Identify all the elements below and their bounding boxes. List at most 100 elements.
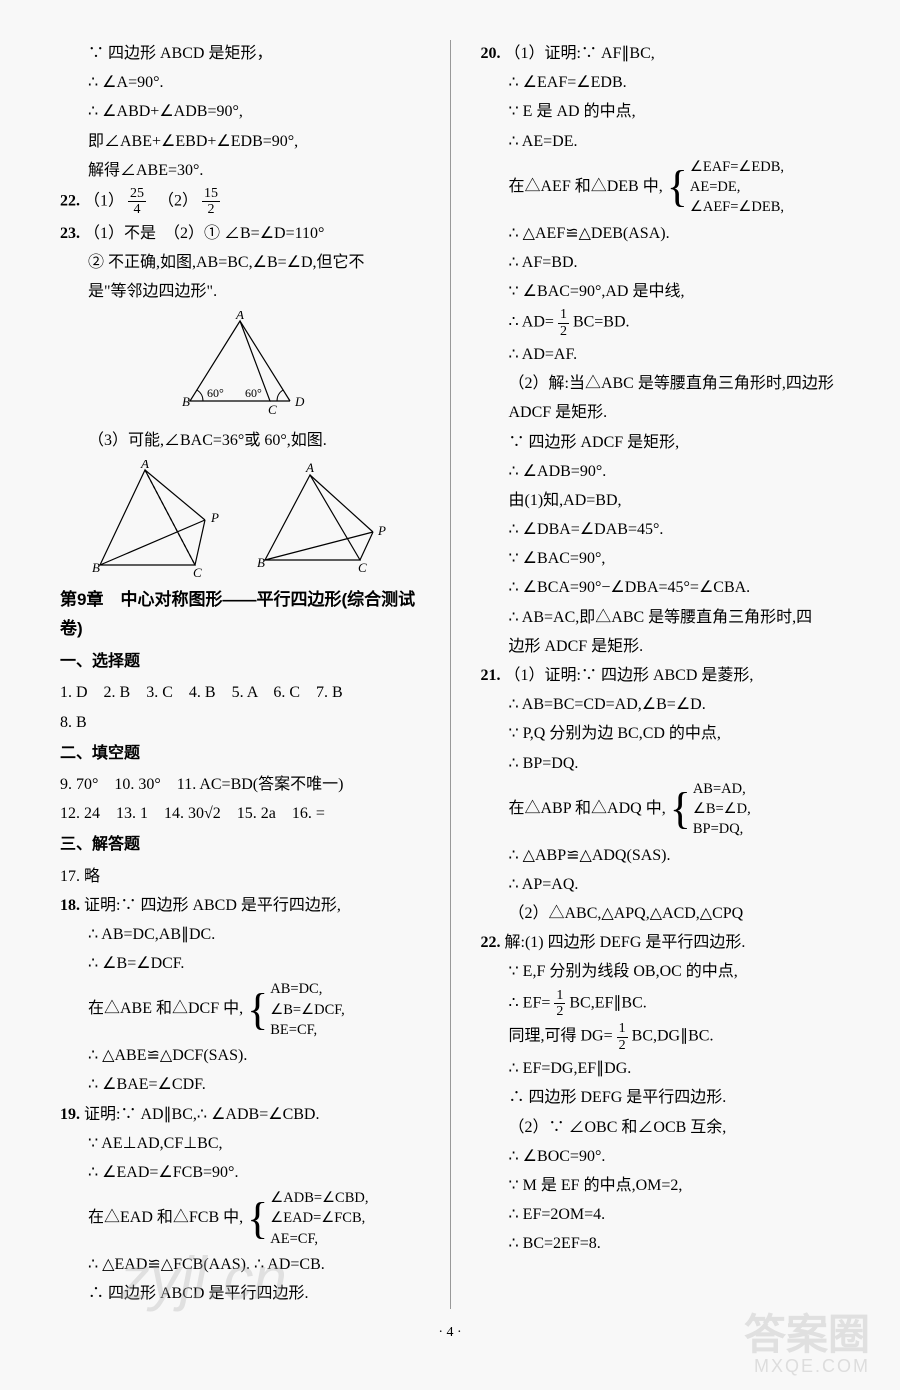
text: ∴ 四边形 ABCD 是平行四边形. [60,1280,420,1307]
text: ∴ 四边形 DEFG 是平行四边形. [481,1084,841,1111]
text: BC,DG∥BC. [632,1028,714,1045]
text: ∵ M 是 EF 的中点,OM=2, [481,1172,841,1199]
text: ∵ AE⊥AD,CF⊥BC, [60,1130,420,1157]
text: ∴ AD=AF. [481,341,841,368]
frac-line: ∴ EF= 12 BC,EF∥BC. [481,988,841,1020]
text: 是"等邻边四边形". [60,278,420,305]
svg-text:C: C [358,560,367,575]
qnum: 18. [60,897,80,914]
fraction: 152 [202,186,220,218]
page-number: · 4 · [60,1321,840,1345]
q19: 19. 证明:∵ AD∥BC,∴ ∠ADB=∠CBD. [60,1101,420,1128]
text: ② 不正确,如图,AB=BC,∠B=∠D,但它不 [60,249,420,276]
text: （1） [84,193,124,210]
svg-text:C: C [193,565,202,580]
text: ∴ ∠BOC=90°. [481,1143,841,1170]
text: （1）证明:∵ AF∥BC, [505,45,655,62]
text: 由(1)知,AD=BD, [481,487,841,514]
q23: 23. （1）不是 （2）① ∠B=∠D=110° [60,220,420,247]
text: ∴ △ABP≌△ADQ(SAS). [481,842,841,869]
qnum: 19. [60,1106,80,1123]
text: ∴ ∠EAF=∠EDB. [481,69,841,96]
fb-answers: 12. 24 13. 1 14. 30√2 15. 2a 16. = [60,800,420,827]
q22r: 22. 解:(1) 四边形 DEFG 是平行四边形. [481,929,841,956]
text: ∴ △EAD≌△FCB(AAS). ∴ AD=CB. [60,1251,420,1278]
text: ADCF 是矩形. [481,399,841,426]
text: 证明:∵ 四边形 ABCD 是平行四边形, [84,897,341,914]
left-column: ∵ 四边形 ABCD 是矩形， ∴ ∠A=90°. ∴ ∠ABD+∠ADB=90… [60,40,420,1309]
svg-text:P: P [210,510,219,525]
fb-answers: 9. 70° 10. 30° 11. AC=BD(答案不唯一) [60,771,420,798]
text: 证明:∵ AD∥BC,∴ ∠ADB=∠CBD. [84,1106,319,1123]
text: ∴ AE=DE. [481,128,841,155]
text: 在△AEF 和△DEB 中, [509,178,663,195]
brace-line: 在△EAD 和△FCB 中, { ∠ADB=∠CBD, ∠EAD=∠FCB, A… [60,1188,420,1249]
text: （2）△ABC,△APQ,△ACD,△CPQ [481,900,841,927]
svg-text:B: B [257,555,265,570]
brace-group: { AB=DC, ∠B=∠DCF, BE=CF, [247,979,345,1040]
text: ∵ ∠BAC=90°, [481,545,841,572]
q17: 17. 略 [60,863,420,890]
brace-line: 在△ABE 和△DCF 中, { AB=DC, ∠B=∠DCF, BE=CF, [60,979,420,1040]
svg-text:D: D [294,394,305,409]
svg-text:P: P [377,523,386,538]
text: ∴ △ABE≌△DCF(SAS). [60,1042,420,1069]
q22: 22. （1） 254 （2） 152 [60,186,420,218]
section-1: 一、选择题 [60,648,420,675]
q20: 20. （1）证明:∵ AF∥BC, [481,40,841,67]
text: 在△EAD 和△FCB 中, [88,1209,243,1226]
text: ∴ △AEF≌△DEB(ASA). [481,220,841,247]
text: ∴ ∠EAD=∠FCB=90°. [60,1159,420,1186]
svg-text:A: A [235,311,244,322]
text: ∴ BC=2EF=8. [481,1230,841,1257]
text: ∴ AB=AC,即△ABC 是等腰直角三角形时,四 [481,604,841,631]
figure-triangle-2: A B C P A B C P [60,460,420,580]
brace-line: 在△AEF 和△DEB 中, { ∠EAF=∠EDB, AE=DE, ∠AEF=… [481,157,841,218]
text: ∴ ∠BAE=∠CDF. [60,1071,420,1098]
text: 在△ABP 和△ADQ 中, [509,800,666,817]
brace-group: { ∠EAF=∠EDB, AE=DE, ∠AEF=∠DEB, [667,157,784,218]
svg-text:60°: 60° [245,386,262,400]
svg-text:B: B [182,394,190,409]
text: （2） [150,193,198,210]
text: 解得∠ABE=30°. [60,157,420,184]
text: ∴ EF=2OM=4. [481,1201,841,1228]
svg-text:C: C [268,402,277,417]
text: ∵ E 是 AD 的中点, [481,98,841,125]
text: （2）∵ ∠OBC 和∠OCB 互余, [481,1114,841,1141]
text: ∵ E,F 分别为线段 OB,OC 的中点, [481,958,841,985]
text: ∴ ∠DBA=∠DAB=45°. [481,516,841,543]
text: （1）证明:∵ 四边形 ABCD 是菱形, [505,667,754,684]
text: ∴ ∠B=∠DCF. [60,950,420,977]
qnum: 20. [481,45,501,62]
text: ∴ AF=BD. [481,249,841,276]
watermark: MXQE.COM [754,1351,870,1382]
qnum: 22. [60,193,80,210]
q21: 21. （1）证明:∵ 四边形 ABCD 是菱形, [481,662,841,689]
text: ∴ AD= [509,314,554,331]
fraction: 254 [128,186,146,218]
brace-line: 在△ABP 和△ADQ 中, { AB=AD, ∠B=∠D, BP=DQ, [481,779,841,840]
text: ∴ ∠BCA=90°−∠DBA=45°=∠CBA. [481,574,841,601]
figure-triangle-1: A B C D 60° 60° [60,311,420,421]
text: （1）不是 （2）① ∠B=∠D=110° [84,225,324,242]
text: ∴ ∠ABD+∠ADB=90°, [60,98,420,125]
svg-text:60°: 60° [207,386,224,400]
svg-text:A: A [305,460,314,475]
mc-answers: 1. D 2. B 3. C 4. B 5. A 6. C 7. B [60,679,420,706]
text: ∴ AB=BC=CD=AD,∠B=∠D. [481,691,841,718]
text: 边形 ADCF 是矩形. [481,633,841,660]
column-divider [450,40,451,1309]
right-column: 20. （1）证明:∵ AF∥BC, ∴ ∠EAF=∠EDB. ∵ E 是 AD… [481,40,841,1309]
frac-line: ∴ AD= 12 BC=BD. [481,307,841,339]
mc-answers: 8. B [60,709,420,736]
frac-line: 同理,可得 DG= 12 BC,DG∥BC. [481,1021,841,1053]
text: ∵ 四边形 ADCF 是矩形, [481,429,841,456]
fraction: 12 [554,988,565,1020]
fraction: 12 [617,1021,628,1053]
qnum: 23. [60,225,80,242]
svg-text:B: B [92,560,100,575]
text: ∴ AP=AQ. [481,871,841,898]
text: ∴ EF=DG,EF∥DG. [481,1055,841,1082]
text: ∵ ∠BAC=90°,AD 是中线, [481,278,841,305]
